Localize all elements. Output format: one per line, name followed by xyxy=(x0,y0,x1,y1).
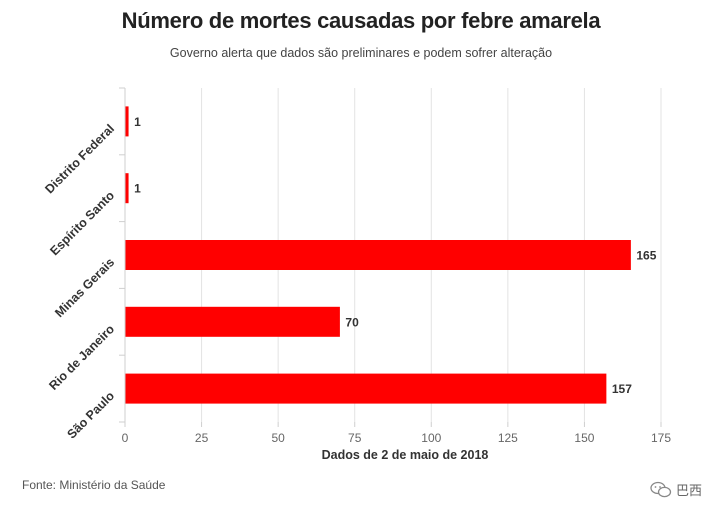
data-label: 157 xyxy=(612,382,632,396)
watermark-text: 巴西 xyxy=(675,483,702,498)
category-label: Minas Gerais xyxy=(52,255,117,320)
category-label: Espírito Santo xyxy=(47,188,117,258)
x-axis-title: Dados de 2 de maio de 2018 xyxy=(322,448,489,462)
data-label: 1 xyxy=(134,115,141,129)
category-label: Rio de Janeiro xyxy=(46,322,117,393)
x-tick-label: 150 xyxy=(574,431,594,445)
data-label: 70 xyxy=(345,315,359,329)
x-tick-label: 75 xyxy=(348,431,362,445)
x-tick-label: 100 xyxy=(421,431,441,445)
data-label: 1 xyxy=(134,182,141,196)
category-label: São Paulo xyxy=(64,389,117,442)
bar xyxy=(125,373,607,404)
x-tick-label: 175 xyxy=(651,431,671,445)
chart-title: Número de mortes causadas por febre amar… xyxy=(121,8,601,33)
source-note: Fonte: Ministério da Saúde xyxy=(22,478,166,492)
bar xyxy=(125,306,340,337)
chart-subtitle: Governo alerta que dados são preliminare… xyxy=(169,46,553,60)
wechat-icon xyxy=(650,481,672,497)
x-tick-label: 125 xyxy=(498,431,518,445)
x-tick-label: 50 xyxy=(271,431,285,445)
data-label: 165 xyxy=(636,249,656,263)
category-label: Distrito Federal xyxy=(42,122,117,197)
bar xyxy=(125,106,129,137)
x-tick-label: 0 xyxy=(122,431,129,445)
x-tick-label: 25 xyxy=(195,431,209,445)
bar xyxy=(125,240,631,270)
watermark: 巴西 xyxy=(650,480,702,499)
bar xyxy=(125,173,129,204)
